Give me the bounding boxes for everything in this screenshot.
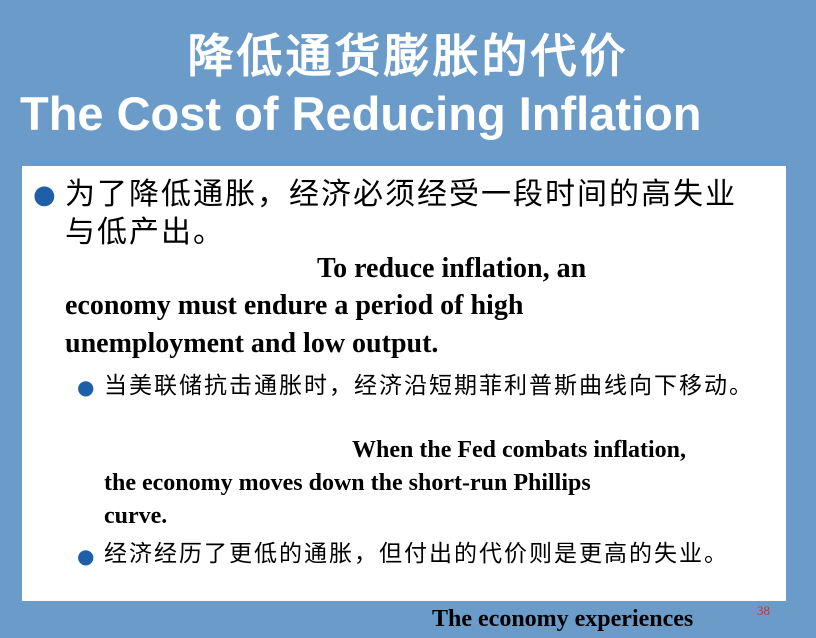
- slide-title-chinese: 降低通货膨胀的代价: [187, 29, 629, 83]
- bullet-1-english-line-1: To reduce inflation, an: [317, 253, 587, 284]
- bullet-3-english-line-1: The economy experiences: [432, 606, 694, 632]
- bullet-marker-2: ●: [77, 375, 95, 399]
- bullet-2-english-line-2: the economy moves down the short-run Phi…: [104, 470, 591, 496]
- bullet-3-chinese-text: 经济经历了更低的通胀，但付出的代价则是更高的失业。: [104, 541, 729, 567]
- bullet-marker-1: ●: [33, 180, 56, 210]
- content-panel: [22, 166, 786, 601]
- bullet-2-english-line-1: When the Fed combats inflation,: [352, 437, 687, 463]
- bullet-1-english-line-2: economy must endure a period of high: [65, 290, 524, 321]
- bullet-1-chinese-text: 为了降低通胀，经济必须经受一段时间的高失业与低产出。: [65, 177, 737, 250]
- bullet-marker-3: ●: [77, 544, 95, 568]
- bullet-1-english-line-3: unemployment and low output.: [65, 328, 439, 359]
- page-number: 38: [757, 603, 770, 618]
- bullet-2-english-line-3: curve.: [104, 503, 168, 529]
- bullet-2-chinese-text: 当美联储抗击通胀时，经济沿短期菲利普斯曲线向下移动。: [104, 373, 754, 399]
- slide-title-english: The Cost of Reducing Inflation: [20, 87, 702, 140]
